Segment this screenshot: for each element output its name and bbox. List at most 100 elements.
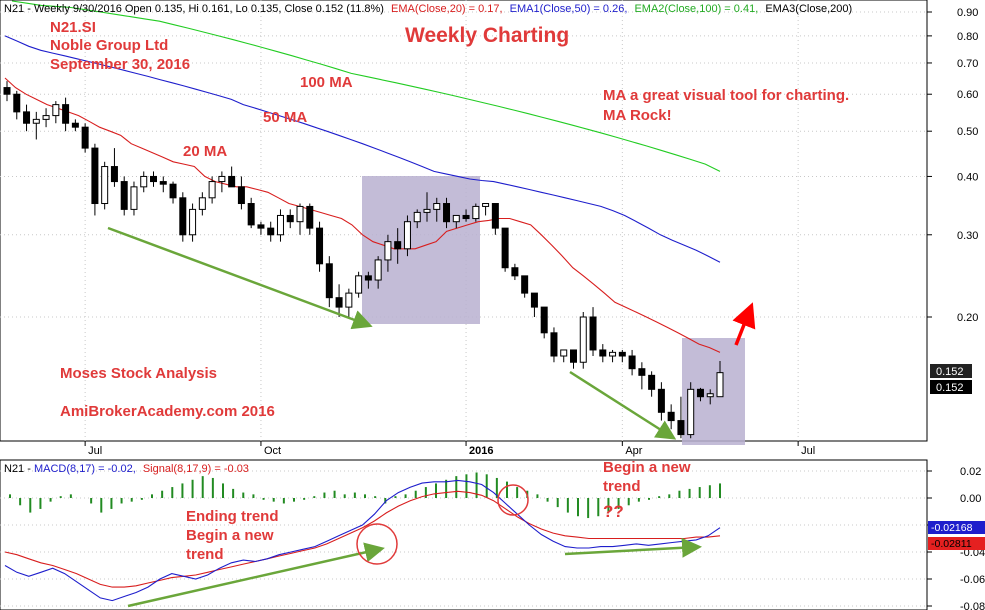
candle-body — [540, 306, 548, 334]
ma100-label: 100 MA — [300, 74, 353, 91]
candle-body — [403, 221, 411, 250]
price-tick-label: 0.60 — [957, 89, 978, 101]
candle-body — [286, 214, 294, 223]
candle-body — [452, 214, 460, 223]
candle-body — [316, 227, 324, 265]
macd-series — [4, 472, 721, 602]
arrow-downtrend-2 — [569, 370, 677, 440]
ma20-label: 20 MA — [183, 143, 227, 160]
note-line-2: MA Rock! — [603, 107, 672, 124]
time-tick-label: Jul — [801, 445, 815, 457]
arrow-up-red — [732, 302, 756, 346]
candle-body — [140, 175, 148, 188]
candle-body — [345, 292, 353, 308]
candle-body — [443, 203, 451, 223]
price-tick-label: 0.80 — [957, 31, 978, 43]
time-tick-label: Jul — [88, 445, 102, 457]
candle-body — [521, 275, 529, 294]
date-label: September 30, 2016 — [50, 56, 190, 73]
candle-body — [657, 388, 665, 413]
time-tick-label: Oct — [264, 445, 281, 457]
price-tick-label: 0.70 — [957, 58, 978, 70]
price-tick-label: 0.20 — [957, 312, 978, 324]
signal-line — [4, 490, 721, 588]
candle-body — [32, 118, 40, 124]
candle-body — [364, 275, 372, 281]
candle-body — [433, 203, 441, 210]
ending-trend-label: Ending trend — [186, 508, 279, 525]
highlight-boxes — [362, 176, 745, 445]
candle-body — [560, 349, 568, 357]
begin-new-trend-line-2: trend — [603, 478, 641, 495]
candle-body — [81, 126, 89, 149]
candle-body — [462, 214, 470, 220]
price-tick-label: 0.50 — [957, 126, 978, 138]
macd-line — [4, 479, 721, 602]
candle-body — [237, 186, 245, 205]
candle-body — [491, 203, 499, 229]
candle-body — [569, 349, 577, 363]
signal-tag — [928, 537, 985, 550]
signal-tag-value: -0.02811 — [931, 538, 972, 550]
header-ema20: EMA(Close,20) = 0.17, — [391, 3, 503, 15]
price-axis: 0.90 0.80 0.70 0.60 0.50 0.40 0.30 0.20 — [927, 7, 978, 324]
candle-body — [589, 316, 597, 351]
candle-body — [71, 122, 79, 128]
ema50-line — [4, 35, 721, 263]
company-label: Noble Group Ltd — [50, 37, 168, 54]
candle-body — [189, 208, 197, 236]
candle-body — [150, 175, 158, 183]
candle-body — [511, 267, 519, 277]
price-tick-label: 0.90 — [957, 7, 978, 19]
macd-tick-label: -0.06 — [960, 574, 985, 586]
candle-body — [62, 104, 70, 124]
candle-body — [267, 227, 275, 236]
candle-body — [169, 183, 177, 199]
candle-body — [335, 297, 343, 308]
chart-title: Weekly Charting — [405, 24, 569, 47]
macd-tick-label: -0.08 — [960, 601, 985, 610]
header-line: N21 - Weekly 9/30/2016 Open 0.135, Hi 0.… — [4, 3, 852, 15]
candle-body — [579, 316, 587, 363]
macd-tick-label: 0.00 — [960, 493, 981, 505]
begin-new-trend-line-1: Begin a new — [603, 459, 691, 476]
candle-body — [628, 355, 636, 370]
candle-body — [276, 214, 284, 236]
circle-crossover-2 — [497, 484, 529, 516]
candle-body — [394, 241, 402, 250]
candle-body — [374, 259, 382, 281]
arrow-macd-2 — [564, 537, 702, 558]
candle-body — [120, 181, 128, 210]
candle-body — [599, 349, 607, 357]
candle-body — [179, 197, 187, 236]
last-price-tag-1 — [930, 364, 972, 378]
candle-body — [472, 205, 480, 220]
macd-header-macd: MACD(8,17) = -0.02, — [34, 463, 136, 475]
candle-body — [384, 241, 392, 261]
candle-body — [42, 115, 50, 120]
circle-crossover-1 — [356, 523, 398, 565]
candle-body — [501, 227, 509, 269]
candle-body — [706, 393, 714, 398]
candle-body — [667, 411, 675, 422]
candle-body — [530, 292, 538, 308]
last-price-1: 0.152 — [936, 366, 964, 378]
candle-body — [3, 87, 11, 95]
candle-body — [110, 166, 118, 183]
arrow-downtrend-1 — [107, 226, 373, 330]
brand-line-2: AmiBrokerAcademy.com 2016 — [60, 403, 275, 420]
candle-body — [482, 203, 490, 207]
candle-body — [638, 368, 646, 376]
candle-body — [159, 181, 167, 185]
candle-body — [218, 175, 226, 183]
macd-header-label: N21 - — [4, 463, 34, 475]
candle-body — [423, 208, 431, 213]
ema100-line — [11, 0, 721, 172]
candle-body — [716, 372, 724, 398]
ticker-label: N21.SI — [50, 19, 96, 36]
candle-body — [91, 147, 99, 205]
candle-body — [296, 205, 304, 223]
candle-body — [130, 186, 138, 210]
question-marks: ?? — [603, 502, 624, 521]
